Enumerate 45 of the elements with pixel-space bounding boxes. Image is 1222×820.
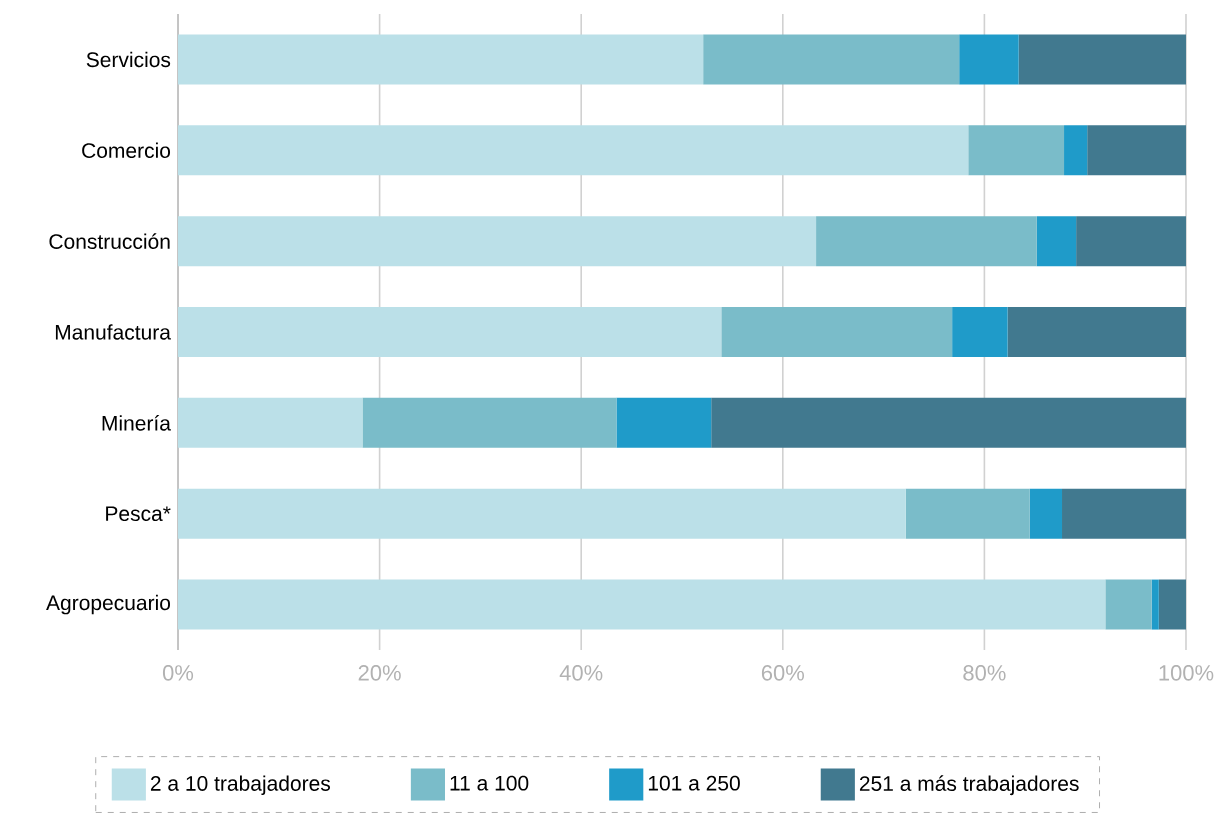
bar [1064, 125, 1088, 176]
x-tick-label: 40% [559, 665, 603, 681]
bar [816, 216, 1037, 267]
bar [1007, 307, 1186, 358]
bar [959, 34, 1019, 85]
bar [968, 125, 1065, 176]
bar [1076, 216, 1186, 267]
bar [178, 397, 363, 448]
bar [362, 397, 617, 448]
bar [178, 34, 704, 85]
bar [1062, 488, 1186, 539]
y-tick-label: Minería [102, 415, 171, 431]
bar [721, 307, 953, 358]
y-tick-label: Comercio [82, 142, 171, 159]
x-tick-label: 0% [162, 665, 194, 681]
x-tick-label: 80% [963, 665, 1006, 681]
bar [1105, 579, 1152, 630]
bar [178, 307, 722, 358]
legend-label: 2 a 10 trabajadores [150, 775, 331, 796]
x-tick-label: 100% [1159, 665, 1214, 681]
y-tick-label: Construcción [49, 233, 170, 249]
bar [1151, 579, 1159, 630]
bar [1087, 125, 1186, 176]
bar [1029, 488, 1063, 539]
bar [1036, 216, 1077, 267]
bar [1018, 34, 1186, 85]
bar [178, 125, 969, 176]
bar [952, 307, 1008, 358]
bar [1158, 579, 1186, 630]
legend-label: 251 a más trabajadores [859, 775, 1079, 796]
y-tick-label: Pesca* [106, 506, 171, 522]
legend-label: 101 a 250 [648, 775, 740, 791]
bar [905, 488, 1030, 539]
x-tick-label: 60% [761, 665, 805, 681]
legend-label: 11 a 100 [450, 775, 529, 791]
bar [178, 216, 817, 267]
x-tick-label: 20% [358, 665, 401, 681]
bar [711, 397, 1186, 448]
y-tick-label: Servicios [86, 51, 171, 68]
bar [616, 397, 712, 448]
bar [703, 34, 960, 85]
bar [178, 579, 1106, 630]
y-tick-label: Manufactura [55, 324, 171, 340]
bar [178, 488, 906, 539]
y-tick-label: Agropecuario [46, 594, 171, 615]
